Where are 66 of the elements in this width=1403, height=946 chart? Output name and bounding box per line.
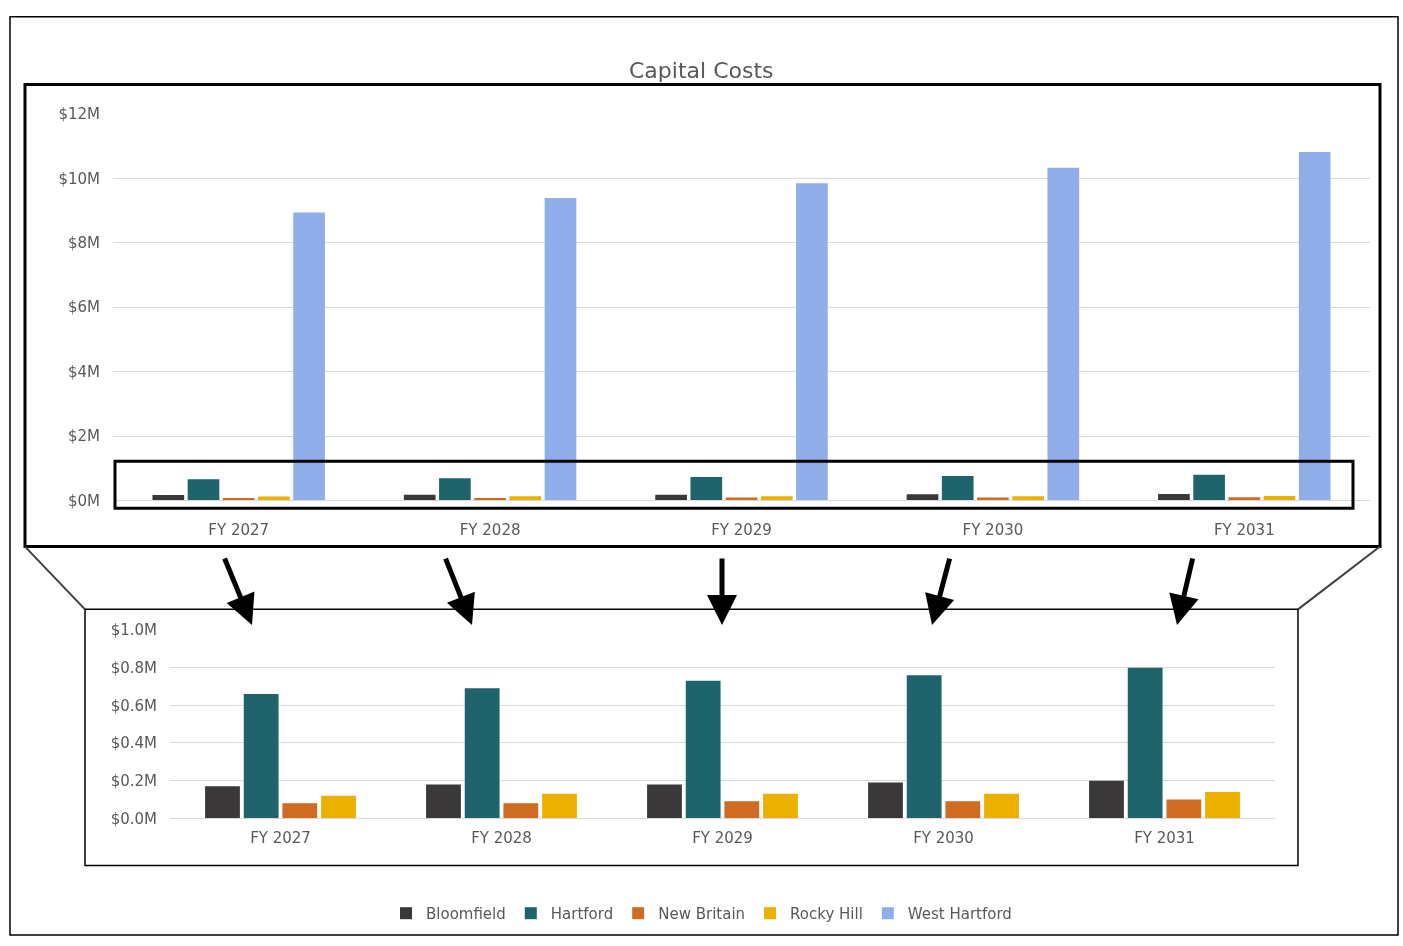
y-tick-label: $8M — [67, 234, 100, 253]
bar — [1127, 667, 1163, 819]
bar — [1205, 791, 1240, 819]
y-tick-label: $6M — [67, 298, 100, 317]
bar — [647, 784, 682, 819]
bar — [760, 496, 793, 501]
y-tick-label: $0.8M — [110, 658, 157, 677]
legend-label: Rocky Hill — [790, 905, 863, 924]
y-tick-label: $0.0M — [110, 809, 157, 828]
bar — [293, 212, 325, 501]
bar — [906, 494, 939, 501]
bar — [941, 475, 974, 501]
bar — [868, 782, 903, 819]
x-tick-label: FY 2031 — [1213, 521, 1275, 540]
legend-label: New Britain — [658, 905, 746, 924]
y-tick-label: $4M — [67, 362, 100, 381]
bar — [152, 494, 185, 501]
y-tick-label: $0.2M — [110, 771, 157, 790]
y-tick-label: $1.0M — [110, 621, 157, 640]
bar — [282, 803, 318, 819]
x-tick-label: FY 2029 — [692, 829, 753, 848]
bar — [763, 793, 798, 819]
y-tick-label: $10M — [58, 169, 100, 188]
bar — [439, 478, 471, 501]
x-tick-label: FY 2027 — [250, 829, 311, 848]
x-tick-label: FY 2027 — [208, 521, 270, 540]
y-tick-label: $12M — [58, 105, 100, 124]
y-tick-label: $0M — [67, 491, 100, 510]
x-tick-label: FY 2030 — [962, 521, 1024, 540]
x-tick-label: FY 2028 — [459, 521, 521, 540]
y-tick-label: $0.6M — [110, 696, 157, 715]
bar — [906, 675, 942, 819]
bar — [945, 801, 981, 819]
bar — [1298, 151, 1331, 501]
bar — [690, 476, 723, 501]
bar — [426, 784, 461, 819]
bar — [542, 793, 577, 819]
bar — [1166, 799, 1202, 819]
bar — [1193, 474, 1225, 501]
bar — [205, 786, 240, 819]
bar — [464, 688, 500, 819]
bar — [984, 793, 1019, 819]
bar — [243, 694, 279, 819]
chart-title: Capital Costs — [629, 58, 774, 83]
bar — [1047, 167, 1080, 501]
legend-label: Bloomfield — [426, 905, 506, 924]
bar — [724, 801, 760, 819]
legend-label: West Hartford — [907, 905, 1012, 924]
bar — [503, 803, 539, 819]
bar — [187, 479, 220, 501]
x-tick-label: FY 2029 — [711, 521, 772, 540]
y-tick-label: $0.4M — [110, 734, 157, 753]
bar — [1228, 497, 1261, 501]
bar — [1089, 780, 1124, 819]
bar — [1158, 494, 1190, 501]
bar — [796, 183, 828, 501]
bar — [509, 496, 542, 501]
legend-label: Hartford — [550, 905, 614, 924]
x-tick-label: FY 2028 — [471, 829, 532, 848]
y-tick-label: $2M — [67, 427, 100, 446]
bar — [544, 198, 577, 501]
bar — [1012, 496, 1044, 501]
x-tick-label: FY 2030 — [913, 829, 974, 848]
x-tick-label: FY 2031 — [1134, 829, 1195, 848]
bar — [685, 680, 721, 819]
bar — [321, 795, 356, 819]
